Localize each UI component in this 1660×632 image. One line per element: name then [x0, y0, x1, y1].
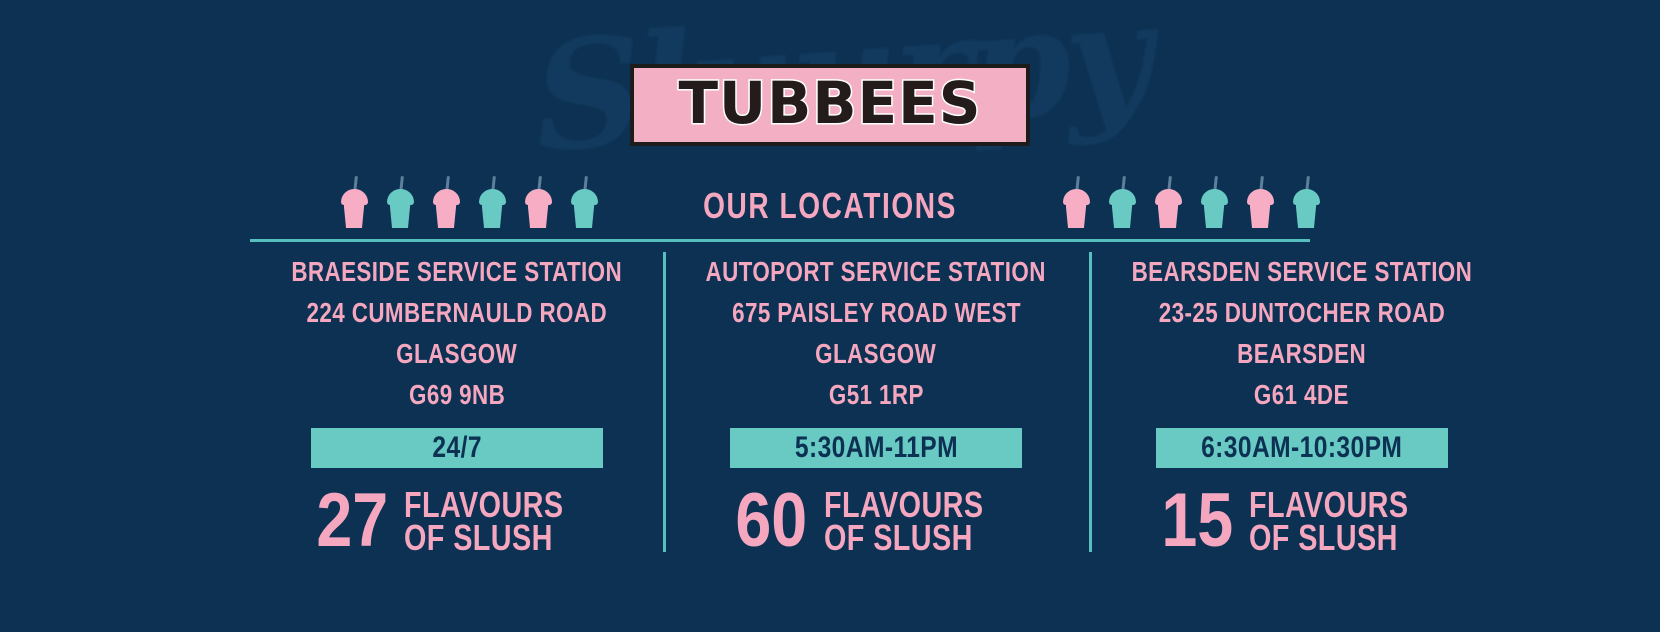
cup-body — [389, 202, 411, 228]
cup-body — [343, 202, 365, 228]
slush-cup-icon — [432, 175, 460, 228]
cup-lid — [1108, 189, 1136, 205]
location-city: GLASGOW — [396, 338, 518, 369]
location-card-bearsden: BEARSDEN SERVICE STATION 23-25 DUNTOCHER… — [1088, 252, 1515, 572]
cup-body — [573, 202, 595, 228]
location-street: 675 PAISLEY ROAD WEST — [731, 297, 1021, 328]
flavour-label-line1: FLAVOURS — [404, 484, 564, 525]
slush-cup-icon — [1062, 175, 1090, 228]
flavour-label-line1: FLAVOURS — [823, 484, 984, 525]
cup-lid — [478, 189, 506, 205]
flavour-count: 27 — [316, 477, 388, 563]
section-heading: OUR LOCATIONS — [703, 185, 957, 226]
slush-cup-icon — [340, 175, 368, 228]
cup-body — [435, 202, 457, 228]
opening-hours-text: 6:30AM-10:30PM — [1201, 431, 1403, 464]
opening-hours-banner: 24/7 — [310, 428, 603, 468]
page-title: TUBBEES — [677, 69, 982, 137]
slush-cup-icon — [1292, 175, 1320, 228]
location-card-autoport: AUTOPORT SERVICE STATION 675 PAISLEY ROA… — [663, 252, 1088, 572]
slush-cup-icon — [1108, 175, 1136, 228]
cup-lid — [1200, 189, 1228, 205]
cup-body — [1111, 202, 1133, 228]
location-city: BEARSDEN — [1237, 338, 1367, 369]
flavour-count: 15 — [1161, 477, 1233, 563]
location-card-braeside: BRAESIDE SERVICE STATION 224 CUMBERNAULD… — [250, 252, 663, 572]
slush-cup-icon — [1154, 175, 1182, 228]
slush-cup-icon — [1200, 175, 1228, 228]
flavour-count: 60 — [735, 477, 808, 563]
horizontal-divider — [250, 239, 1310, 242]
locations-grid: BRAESIDE SERVICE STATION 224 CUMBERNAULD… — [250, 252, 1472, 572]
opening-hours-banner: 6:30AM-10:30PM — [1155, 428, 1448, 468]
slush-cup-icon — [386, 175, 414, 228]
slush-cup-icon — [570, 175, 598, 228]
location-street: 224 CUMBERNAULD ROAD — [306, 297, 607, 328]
flavour-count-row: 27 FLAVOURS OF SLUSH — [310, 477, 604, 563]
flavour-label: FLAVOURS OF SLUSH — [1249, 487, 1408, 556]
title-banner: TUBBEES — [630, 64, 1030, 146]
flavour-label-line2: OF SLUSH — [823, 517, 973, 559]
slush-cup-icon — [478, 175, 506, 228]
flavour-label: FLAVOURS OF SLUSH — [404, 487, 563, 556]
slush-cup-icon — [1246, 175, 1274, 228]
flavour-count-row: 15 FLAVOURS OF SLUSH — [1155, 477, 1449, 563]
cup-lid — [1292, 189, 1320, 205]
opening-hours-text: 5:30AM-11PM — [794, 431, 958, 464]
title-area: TUBBEES — [0, 64, 1660, 146]
location-name: BRAESIDE SERVICE STATION — [291, 256, 623, 287]
opening-hours-text: 24/7 — [431, 431, 482, 464]
location-city: GLASGOW — [815, 338, 937, 369]
flavour-label: FLAVOURS OF SLUSH — [824, 487, 983, 556]
slush-cup-icon — [524, 175, 552, 228]
location-name: AUTOPORT SERVICE STATION — [705, 256, 1047, 287]
location-street: 23-25 DUNTOCHER ROAD — [1158, 297, 1445, 328]
slush-cups-right — [1051, 175, 1331, 228]
cup-body — [1203, 202, 1225, 228]
cup-body — [481, 202, 503, 228]
cup-lid — [340, 189, 368, 205]
cup-lid — [570, 189, 598, 205]
flavour-label-line2: OF SLUSH — [404, 517, 554, 559]
flavour-label-line2: OF SLUSH — [1249, 517, 1399, 559]
location-postcode: G51 1RP — [828, 379, 924, 410]
opening-hours-banner: 5:30AM-11PM — [730, 428, 1023, 468]
cup-lid — [386, 189, 414, 205]
location-name: BEARSDEN SERVICE STATION — [1131, 256, 1472, 287]
decor-and-heading-row: OUR LOCATIONS — [0, 172, 1660, 228]
cup-lid — [1062, 189, 1090, 205]
cup-lid — [1246, 189, 1274, 205]
cup-lid — [524, 189, 552, 205]
cup-body — [1065, 202, 1087, 228]
cup-body — [1249, 202, 1271, 228]
flavour-count-row: 60 FLAVOURS OF SLUSH — [729, 477, 1023, 563]
slush-cups-left — [329, 175, 609, 228]
cup-lid — [1154, 189, 1182, 205]
location-postcode: G69 9NB — [408, 379, 505, 410]
location-postcode: G61 4DE — [1254, 379, 1350, 410]
cup-body — [527, 202, 549, 228]
flavour-label-line1: FLAVOURS — [1249, 484, 1409, 525]
cup-body — [1295, 202, 1317, 228]
cup-body — [1157, 202, 1179, 228]
cup-lid — [432, 189, 460, 205]
